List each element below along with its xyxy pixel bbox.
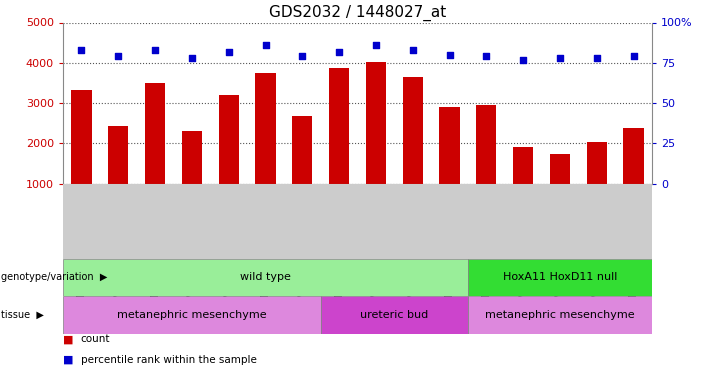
Bar <box>219 94 239 184</box>
Text: percentile rank within the sample: percentile rank within the sample <box>81 355 257 365</box>
Bar <box>513 147 533 184</box>
Text: tissue  ▶: tissue ▶ <box>1 310 43 320</box>
Bar <box>623 128 644 184</box>
Point <box>186 55 198 61</box>
Bar <box>292 116 313 184</box>
Text: metanephric mesenchyme: metanephric mesenchyme <box>117 310 266 320</box>
Bar <box>145 83 165 184</box>
Text: ureteric bud: ureteric bud <box>360 310 428 320</box>
Point <box>297 53 308 59</box>
Bar <box>366 62 386 184</box>
Bar <box>440 107 460 184</box>
Bar <box>402 77 423 184</box>
Text: wild type: wild type <box>240 273 291 282</box>
Point <box>76 47 87 53</box>
Bar <box>329 69 349 184</box>
Title: GDS2032 / 1448027_at: GDS2032 / 1448027_at <box>269 5 446 21</box>
Bar <box>182 130 202 184</box>
Point <box>444 52 455 58</box>
Text: count: count <box>81 334 110 344</box>
Point <box>517 57 529 63</box>
Bar <box>550 154 570 184</box>
Point <box>260 42 271 48</box>
Bar <box>63 259 468 296</box>
Point <box>334 48 345 54</box>
Text: ■: ■ <box>63 334 74 344</box>
Point <box>223 48 234 54</box>
Point <box>481 53 492 59</box>
Text: metanephric mesenchyme: metanephric mesenchyme <box>485 310 634 320</box>
Point <box>407 47 418 53</box>
Point <box>370 42 381 48</box>
Bar <box>468 296 652 334</box>
Bar <box>63 296 320 334</box>
Point <box>591 55 602 61</box>
Point <box>113 53 124 59</box>
Bar <box>587 142 607 184</box>
Bar <box>72 90 92 184</box>
Bar <box>320 296 468 334</box>
Text: ■: ■ <box>63 355 74 365</box>
Bar <box>468 259 652 296</box>
Point <box>628 53 639 59</box>
Bar <box>255 73 275 184</box>
Point <box>554 55 566 61</box>
Point <box>149 47 161 53</box>
Text: genotype/variation  ▶: genotype/variation ▶ <box>1 273 107 282</box>
Bar <box>476 105 496 184</box>
Bar <box>108 126 128 184</box>
Text: HoxA11 HoxD11 null: HoxA11 HoxD11 null <box>503 273 617 282</box>
